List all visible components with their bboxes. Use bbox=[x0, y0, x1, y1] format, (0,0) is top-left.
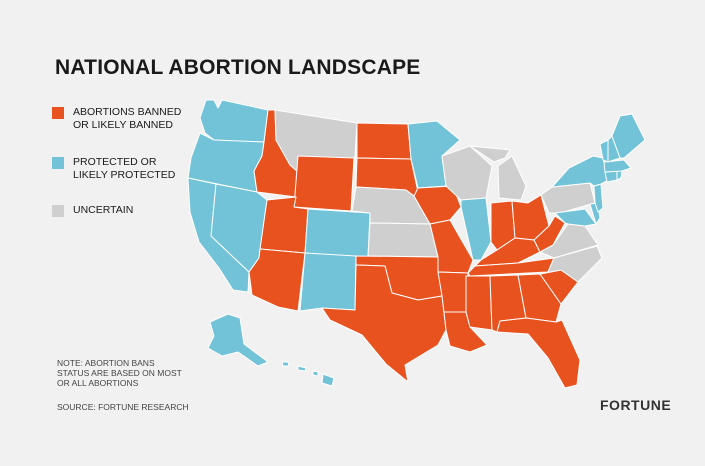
map-title: NATIONAL ABORTION LANDSCAPE bbox=[55, 56, 421, 79]
state-ri bbox=[616, 170, 623, 181]
legend-swatch-banned bbox=[52, 107, 64, 119]
state-ny bbox=[551, 155, 609, 188]
legend-label-uncertain: UNCERTAIN bbox=[73, 204, 134, 216]
state-tx bbox=[321, 264, 447, 383]
state-ct bbox=[604, 170, 618, 183]
state-pa bbox=[540, 182, 596, 214]
state-wy bbox=[293, 155, 355, 212]
state-nd bbox=[356, 122, 412, 160]
state-md bbox=[554, 208, 597, 227]
state-nm bbox=[299, 252, 357, 312]
state-me bbox=[611, 113, 646, 159]
fortune-logo: FORTUNE bbox=[600, 397, 672, 413]
legend-swatch-uncertain bbox=[52, 205, 64, 217]
state-ms bbox=[465, 275, 493, 331]
state-mi bbox=[469, 145, 527, 201]
footnote: NOTE: ABORTION BANS STATUS ARE BASED ON … bbox=[57, 358, 182, 388]
state-ma bbox=[603, 159, 632, 173]
legend-label-banned: ABORTIONS BANNED OR LIKELY BANNED bbox=[73, 106, 182, 131]
state-co bbox=[304, 208, 371, 259]
state-ak bbox=[207, 313, 269, 367]
state-fl bbox=[496, 317, 581, 389]
state-ga bbox=[517, 273, 562, 323]
state-hi bbox=[281, 361, 335, 387]
legend-label-protected: PROTECTED OR LIKELY PROTECTED bbox=[73, 156, 176, 181]
legend-swatch-protected bbox=[52, 157, 64, 169]
state-ks bbox=[367, 222, 439, 258]
source-credit: SOURCE: FORTUNE RESEARCH bbox=[57, 402, 189, 412]
